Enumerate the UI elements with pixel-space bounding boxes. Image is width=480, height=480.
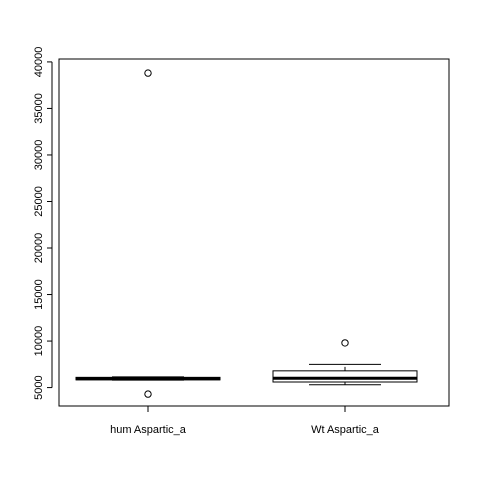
y-tick-label-35000: 35000 (33, 93, 45, 124)
y-tick-label-30000: 30000 (33, 140, 45, 171)
y-tick-label-15000: 15000 (33, 279, 45, 310)
outlier-1-0 (341, 339, 349, 347)
box-1 (272, 339, 418, 386)
x-tick-label-1: Wt Aspartic_a (311, 424, 380, 436)
boxes-layer (75, 69, 418, 398)
y-tick-label-10000: 10000 (33, 326, 45, 357)
box-0 (75, 69, 221, 398)
outlier-0-1 (144, 390, 152, 398)
iqr-box-1 (272, 370, 418, 383)
plot-frame (58, 58, 450, 407)
y-tick-label-40000: 40000 (33, 47, 45, 78)
y-tick-label-25000: 25000 (33, 186, 45, 217)
x-tick-label-0: hum Aspartic_a (110, 424, 187, 436)
x-axis: hum Aspartic_a Wt Aspartic_a (110, 405, 380, 436)
y-tick-label-5000: 5000 (33, 375, 45, 399)
outlier-0-0 (144, 69, 152, 77)
y-axis: 5000 10000 15000 20000 25000 30000 35000 40000 (33, 47, 53, 400)
y-tick-label-20000: 20000 (33, 233, 45, 264)
